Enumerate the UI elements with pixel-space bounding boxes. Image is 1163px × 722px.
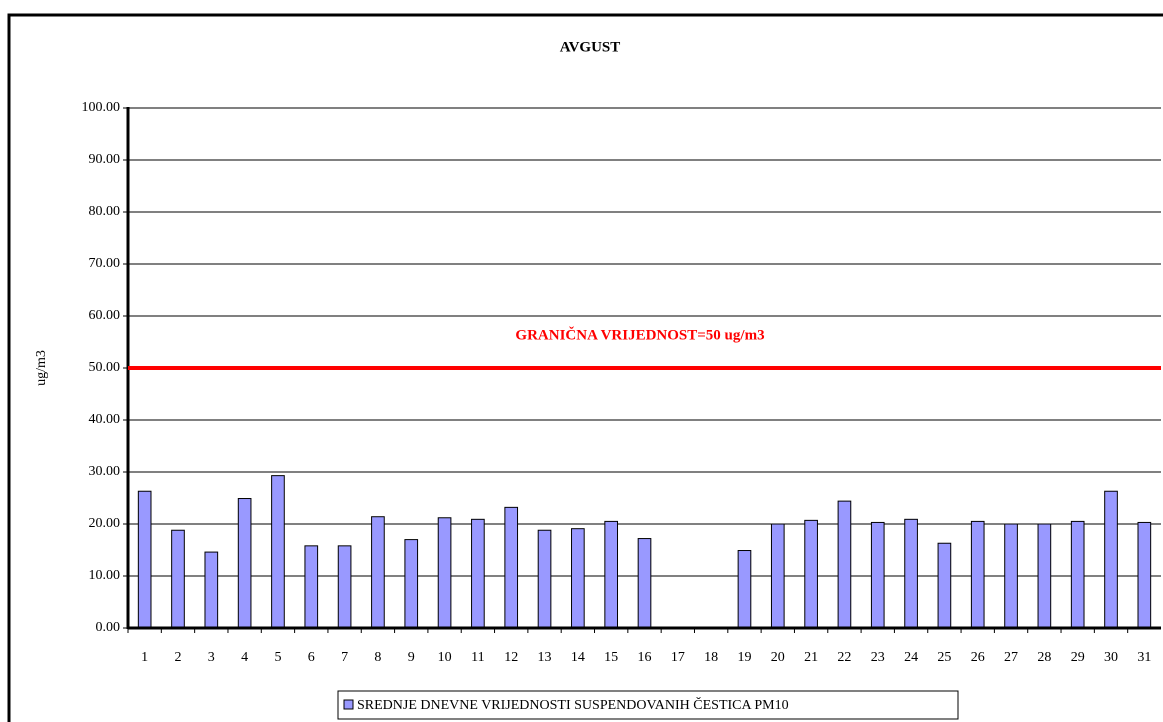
bar bbox=[304, 545, 319, 629]
bar bbox=[1004, 523, 1018, 629]
y-tick-label: 40.00 bbox=[89, 412, 121, 427]
y-tick-label: 0.00 bbox=[96, 620, 121, 635]
x-tick-label: 21 bbox=[804, 650, 818, 665]
x-tick-label: 28 bbox=[1037, 650, 1051, 665]
x-tick-label: 27 bbox=[1004, 650, 1018, 665]
y-tick-label: 60.00 bbox=[89, 308, 121, 323]
x-tick-label: 31 bbox=[1137, 650, 1151, 665]
bar bbox=[404, 539, 419, 629]
bar bbox=[537, 529, 552, 629]
x-tick-label: 17 bbox=[671, 650, 685, 665]
x-tick-label: 2 bbox=[174, 650, 181, 665]
bar bbox=[337, 545, 352, 629]
x-tick-label: 15 bbox=[604, 650, 618, 665]
x-tick-label: 4 bbox=[241, 650, 248, 665]
x-tick-label: 23 bbox=[871, 650, 885, 665]
bar bbox=[137, 490, 152, 629]
bar bbox=[437, 517, 452, 629]
x-tick-label: 8 bbox=[374, 650, 381, 665]
bar bbox=[1104, 490, 1118, 629]
y-tick-label: 10.00 bbox=[89, 568, 121, 583]
bar bbox=[1070, 520, 1085, 629]
bar bbox=[870, 521, 885, 629]
bar bbox=[204, 551, 219, 629]
x-tick-label: 13 bbox=[538, 650, 552, 665]
bar bbox=[970, 520, 985, 629]
bar bbox=[837, 500, 852, 629]
x-tick-label: 12 bbox=[504, 650, 518, 665]
legend-label: SREDNJE DNEVNE VRIJEDNOSTI SUSPENDOVANIH… bbox=[357, 696, 789, 713]
bar bbox=[237, 498, 252, 629]
x-tick-label: 22 bbox=[837, 650, 851, 665]
x-tick-label: 29 bbox=[1071, 650, 1085, 665]
bar bbox=[271, 475, 285, 629]
x-tick-label: 3 bbox=[208, 650, 215, 665]
bar bbox=[1037, 523, 1052, 629]
reference-label: GRANIČNA VRIJEDNOST=50 ug/m3 bbox=[515, 326, 764, 343]
y-tick-label: 70.00 bbox=[89, 256, 121, 271]
x-tick-label: 18 bbox=[704, 650, 718, 665]
bar bbox=[937, 542, 952, 629]
bar bbox=[604, 520, 619, 629]
x-tick-label: 11 bbox=[471, 650, 484, 665]
x-tick-label: 19 bbox=[737, 650, 751, 665]
bar bbox=[171, 529, 185, 629]
y-tick-label: 20.00 bbox=[89, 516, 121, 531]
bar bbox=[504, 506, 519, 629]
x-tick-label: 5 bbox=[274, 650, 281, 665]
legend-box bbox=[337, 690, 959, 720]
x-tick-label: 26 bbox=[971, 650, 985, 665]
bar bbox=[371, 516, 385, 629]
y-tick-label: 100.00 bbox=[82, 100, 121, 115]
x-tick-label: 24 bbox=[904, 650, 918, 665]
chart-title: AVGUST bbox=[560, 39, 621, 55]
bar bbox=[904, 518, 918, 629]
y-tick-label: 30.00 bbox=[89, 464, 121, 479]
x-tick-label: 20 bbox=[771, 650, 785, 665]
x-tick-label: 25 bbox=[937, 650, 951, 665]
x-tick-label: 16 bbox=[638, 650, 652, 665]
legend-swatch bbox=[343, 699, 354, 710]
x-tick-label: 6 bbox=[308, 650, 315, 665]
bar bbox=[737, 550, 752, 629]
y-tick-label: 90.00 bbox=[89, 152, 121, 167]
x-tick-label: 14 bbox=[571, 650, 585, 665]
bar bbox=[1137, 521, 1152, 629]
bar bbox=[471, 518, 485, 629]
y-axis-label: ug/m3 bbox=[34, 350, 49, 386]
x-tick-label: 30 bbox=[1104, 650, 1118, 665]
x-tick-label: 10 bbox=[438, 650, 452, 665]
bar bbox=[770, 523, 785, 629]
bar bbox=[637, 538, 652, 629]
x-tick-label: 1 bbox=[141, 650, 148, 665]
x-tick-label: 9 bbox=[408, 650, 415, 665]
bar bbox=[804, 519, 818, 629]
x-tick-label: 7 bbox=[341, 650, 348, 665]
y-tick-label: 80.00 bbox=[89, 204, 121, 219]
bar bbox=[571, 528, 585, 629]
y-tick-label: 50.00 bbox=[89, 360, 121, 375]
